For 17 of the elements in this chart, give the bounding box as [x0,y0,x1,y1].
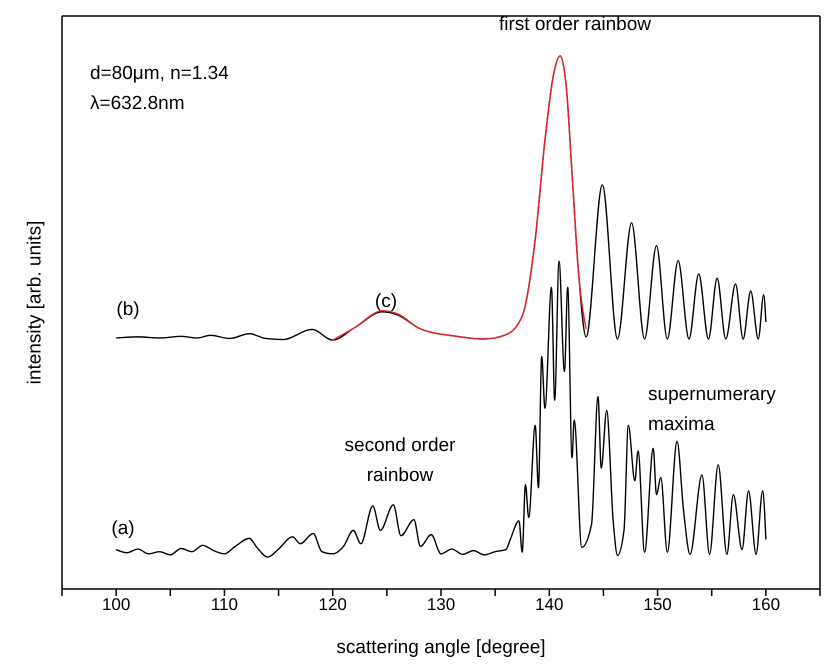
annotation: λ=632.8nm [90,93,185,114]
y-axis-title: intensity [arb. units] [24,220,46,384]
annotation: (a) [111,518,135,539]
annotation: (c) [374,291,398,312]
x-tick-label: 140 [535,595,564,614]
annotation: second order rainbow [344,435,456,486]
x-tick-label: 150 [643,595,672,614]
annotation: d=80μm, n=1.34 [90,63,230,84]
x-tick-label: 160 [752,595,780,614]
annotation: (b) [116,299,140,320]
x-axis-title: scattering angle [degree] [336,637,546,658]
x-tick-label: 130 [426,595,456,614]
annotation: supernumerary maxima [648,384,776,435]
text: first order rainbow [498,14,652,35]
x-tick-label: 100 [102,595,130,614]
x-tick-label: 110 [210,595,238,614]
x-tick-label: 120 [318,595,347,614]
